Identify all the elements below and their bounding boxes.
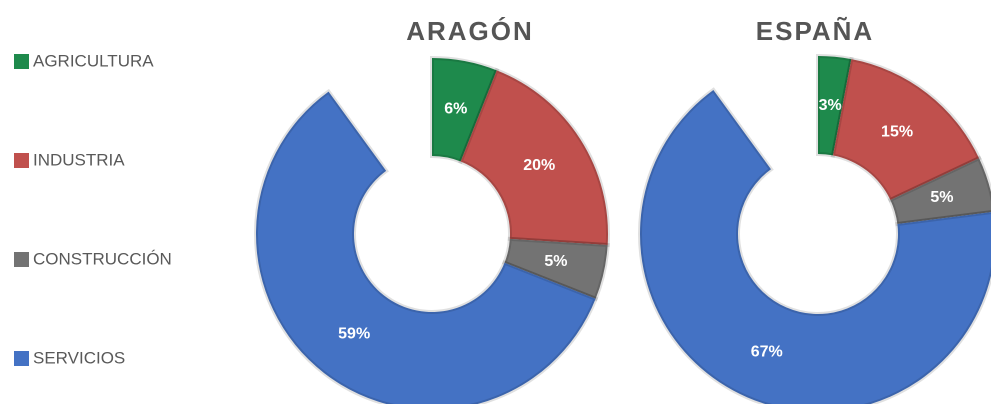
chart-title: ARAGÓN <box>406 16 534 46</box>
data-label: 5% <box>544 253 567 270</box>
legend-label: INDUSTRIA <box>33 150 125 169</box>
legend-swatch <box>14 54 29 69</box>
legend-label: SERVICIOS <box>33 348 125 367</box>
data-label: 6% <box>444 100 467 117</box>
legend-swatch <box>14 252 29 267</box>
legend-label: AGRICULTURA <box>33 51 154 70</box>
donut-slice <box>887 155 991 227</box>
donut-slice <box>638 87 991 404</box>
data-label: 20% <box>523 157 555 174</box>
legend-swatch <box>14 153 29 168</box>
donut-slice <box>816 53 854 158</box>
legend-label: CONSTRUCCIÓN <box>33 249 172 268</box>
data-label: 67% <box>751 344 783 361</box>
chart-title: ESPAÑA <box>756 16 874 46</box>
data-label: 59% <box>338 326 370 343</box>
data-label: 5% <box>930 189 953 206</box>
donut-slice <box>501 236 610 302</box>
data-label: 3% <box>819 97 842 114</box>
donut-slice <box>830 56 982 203</box>
donut-slice <box>254 88 599 404</box>
donut-slice <box>458 67 610 248</box>
legend-swatch <box>14 351 29 366</box>
donut-slice <box>430 55 500 165</box>
data-label: 15% <box>881 123 913 140</box>
